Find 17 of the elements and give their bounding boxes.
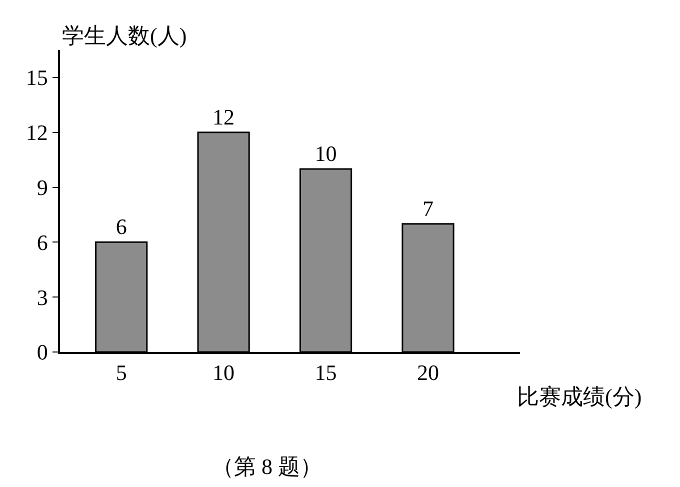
y-tick-label: 3 [36,284,48,310]
x-tick-label: 10 [212,360,235,386]
y-tick-label: 12 [26,120,48,146]
y-axis-title: 学生人数(人) [62,23,187,48]
y-tick-label: 6 [36,230,48,255]
data-label: 10 [314,140,337,166]
x-tick-label: 5 [116,360,127,386]
y-tick-label: 0 [36,340,48,365]
y-tick-label: 9 [36,174,48,200]
data-label: 12 [212,104,235,130]
data-label: 7 [422,196,434,221]
y-tick-label: 15 [26,65,48,90]
text: （第 8 题） [212,454,322,479]
data-label: 6 [116,214,127,240]
x-tick-label: 15 [314,360,337,386]
x-tick-label: 20 [417,360,439,386]
x-axis-title: 比赛成绩(分) [517,384,642,409]
